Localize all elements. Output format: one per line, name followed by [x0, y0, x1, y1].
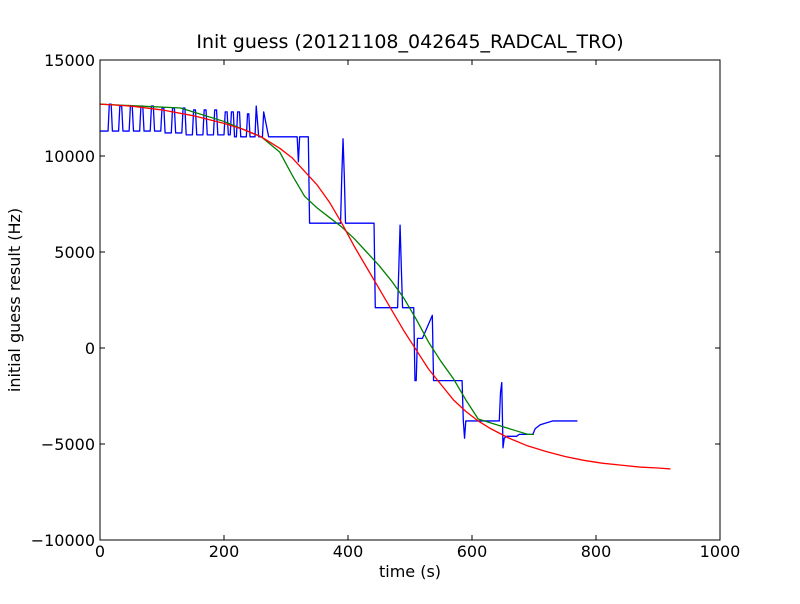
plot-area: 0 200 400 600 800 1000 −10000 −5000 0 5000 10000 15… — [31, 51, 741, 561]
series-layer — [99, 103, 671, 470]
x-tick-label: 200 — [209, 542, 240, 561]
chart-title: Init guess (20121108_042645_RADCAL_TRO) — [196, 31, 623, 53]
axes-frame — [99, 59, 721, 541]
y-tick-label: −5000 — [41, 435, 95, 454]
y-tick-label: 10000 — [44, 147, 95, 166]
x-tick-label: 1000 — [700, 542, 741, 561]
y-tick-label: 0 — [85, 339, 95, 358]
series-line-1 — [100, 103, 578, 449]
y-tick-label: 15000 — [44, 51, 95, 70]
series-line-3 — [99, 103, 671, 470]
y-tick-label: −10000 — [31, 531, 95, 550]
x-tick-label: 800 — [581, 542, 612, 561]
y-tick-label: 5000 — [54, 243, 95, 262]
x-tick-label: 600 — [457, 542, 488, 561]
y-axis-label: initial guess result (Hz) — [5, 208, 24, 392]
x-tick-label: 0 — [95, 542, 105, 561]
axes-background — [100, 60, 720, 540]
x-axis-label: time (s) — [379, 562, 441, 581]
x-tick-label: 400 — [333, 542, 364, 561]
tick-layer: 0 200 400 600 800 1000 −10000 −5000 0 5000 10000 15… — [31, 51, 741, 561]
